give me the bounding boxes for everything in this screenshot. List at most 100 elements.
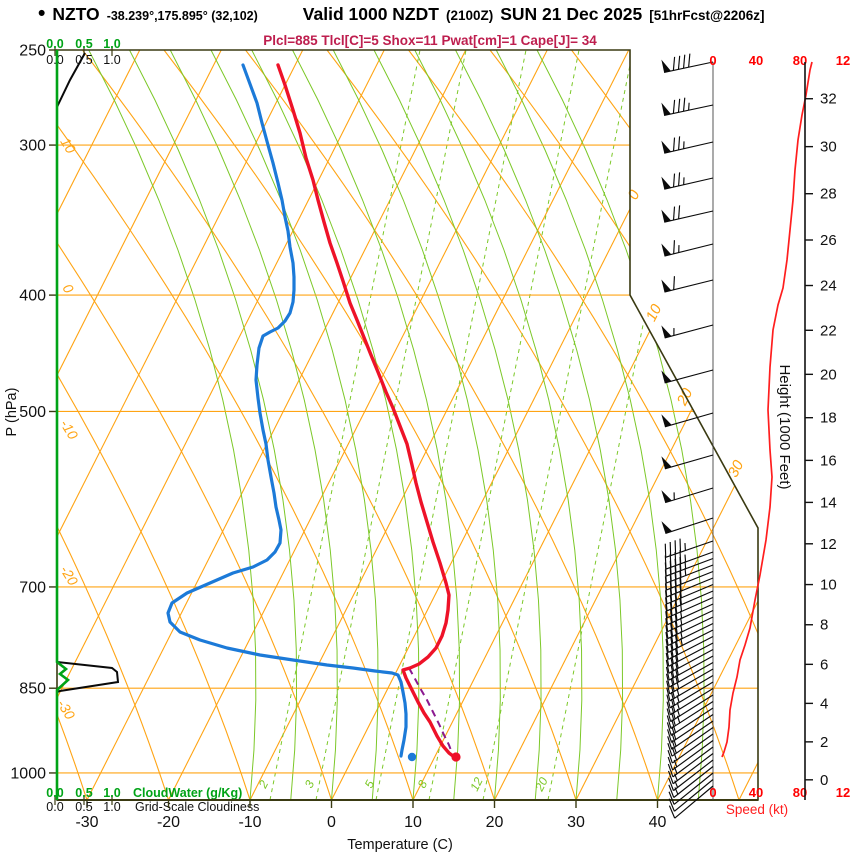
cloudwater-scale-tick-top: 0.5 bbox=[75, 37, 92, 51]
isotherm-line bbox=[168, 50, 548, 800]
moist-adiabat-line bbox=[88, 50, 257, 800]
dry-adiabat-line bbox=[245, 50, 659, 800]
pressure-tick-label: 500 bbox=[19, 404, 46, 421]
isotherm-label: 30 bbox=[725, 457, 748, 480]
pressure-tick-label: 700 bbox=[19, 579, 46, 596]
temperature-tick-label: 30 bbox=[567, 814, 585, 831]
speed-tick-label-top: 40 bbox=[749, 53, 763, 68]
mixing-ratio-label: 12 bbox=[467, 775, 486, 794]
speed-tick-label-bottom: 0 bbox=[709, 785, 716, 800]
moist-adiabat-line bbox=[495, 50, 664, 800]
isotherm-line bbox=[57, 50, 222, 800]
temperature-axis-title: Temperature (C) bbox=[347, 837, 453, 853]
dry-adiabat-line bbox=[82, 50, 496, 800]
height-tick-label: 28 bbox=[820, 186, 837, 203]
cloudwater-scale-tick-bottom: 0.0 bbox=[46, 786, 63, 800]
height-tick-label: 4 bbox=[820, 695, 828, 712]
isotherm-line bbox=[657, 50, 758, 800]
speed-axis-title: Speed (kt) bbox=[726, 802, 788, 817]
temperature-tick-label: 40 bbox=[649, 814, 667, 831]
cloudiness-scale-tick-bottom: 0.5 bbox=[75, 800, 92, 814]
moist-adiabat-line bbox=[414, 50, 583, 800]
moist-adiabat-line bbox=[129, 50, 298, 800]
station-dot-icon: • bbox=[38, 2, 46, 25]
isotherm-line bbox=[57, 50, 385, 800]
dry-adiabat-line bbox=[408, 50, 758, 800]
temperature-tick-label: 0 bbox=[327, 814, 336, 831]
height-tick-label: 30 bbox=[820, 139, 837, 156]
stability-indices-line: Plcl=885 Tlcl[C]=5 Shox=11 Pwat[cm]=1 Ca… bbox=[263, 33, 597, 48]
isotherm-line bbox=[575, 50, 758, 800]
dry-adiabat-line bbox=[326, 50, 740, 800]
speed-tick-label-top: 0 bbox=[709, 53, 716, 68]
dry-adiabat-line bbox=[163, 50, 577, 800]
surface-temperature-dot bbox=[451, 752, 461, 762]
speed-tick-label-top: 12 bbox=[836, 53, 850, 68]
mixing-ratio-line bbox=[547, 50, 699, 800]
cloudwater-scale-tick-bottom: 0.5 bbox=[75, 786, 92, 800]
mixing-ratio-label: 20 bbox=[532, 775, 551, 794]
temperature-tick-label: -20 bbox=[157, 814, 180, 831]
moist-adiabat-line bbox=[292, 50, 461, 800]
isotherm-line bbox=[331, 50, 711, 800]
wind-speed-curve bbox=[721, 61, 813, 758]
height-tick-label: 20 bbox=[820, 366, 837, 383]
temperature-tick-label: 10 bbox=[404, 814, 422, 831]
moist-adiabat-line bbox=[169, 50, 338, 800]
height-tick-label: 16 bbox=[820, 452, 837, 469]
speed-tick-label-bottom: 80 bbox=[793, 785, 807, 800]
axis-ticks: -30 -20 -10 0 10 20 30 402503004005007008501000… bbox=[10, 37, 666, 831]
height-tick-label: 8 bbox=[820, 617, 828, 634]
isotherm-line bbox=[57, 50, 304, 800]
mixing-ratio-label: 8 bbox=[415, 778, 431, 791]
cloudwater-scale-tick-bottom: 1.0 bbox=[103, 786, 120, 800]
cloudwater-scale-title: CloudWater (g/Kg) bbox=[133, 786, 242, 800]
mixing-ratio-label: 5 bbox=[362, 778, 378, 791]
sounding-curves bbox=[166, 63, 461, 762]
moist-adiabat-line bbox=[332, 50, 501, 800]
dry-adiabat-label: -10 bbox=[57, 417, 81, 443]
temperature-tick-label: 20 bbox=[486, 814, 504, 831]
dry-adiabat-line bbox=[57, 50, 414, 800]
height-tick-label: 6 bbox=[820, 656, 828, 673]
mixing-ratio-label: 2 bbox=[255, 778, 271, 791]
isotherm-line bbox=[494, 50, 758, 800]
isotherm-label: 20 bbox=[673, 385, 696, 409]
isotherm-line bbox=[57, 50, 141, 800]
station-coords: -38.239°,175.895° (32,102) bbox=[106, 9, 258, 23]
cloudiness-scale-tick-bottom: 0.0 bbox=[46, 800, 63, 814]
height-tick-label: 22 bbox=[820, 322, 837, 339]
valid-date: SUN 21 Dec 2025 bbox=[500, 4, 643, 24]
cloudwater-scale-tick-top: 0.0 bbox=[46, 37, 63, 51]
station-id: NZTO bbox=[52, 4, 100, 24]
pressure-tick-label: 850 bbox=[19, 681, 46, 698]
pressure-axis-title: P (hPa) bbox=[4, 388, 20, 437]
dry-adiabat-line bbox=[57, 50, 170, 800]
isotherm-line bbox=[86, 50, 467, 800]
dry-adiabat-line bbox=[571, 50, 758, 800]
cloud-profiles bbox=[55, 50, 120, 800]
pressure-tick-label: 250 bbox=[19, 43, 46, 60]
title-bar: • NZTO -38.239°,175.895° (32,102) Valid … bbox=[38, 2, 850, 25]
wind-barbs bbox=[661, 53, 714, 819]
isotherm-label: 10 bbox=[643, 301, 666, 324]
surface-dewpoint-dot bbox=[407, 752, 417, 762]
height-tick-label: 10 bbox=[820, 577, 837, 594]
right-panel: 0040408080121202468101214161820222426283… bbox=[709, 53, 850, 800]
height-axis-title: Height (1000 Feet) bbox=[776, 364, 793, 489]
valid-time-label: Valid 1000 NZDT bbox=[302, 4, 439, 24]
pressure-tick-label: 400 bbox=[19, 288, 46, 305]
pressure-tick-label: 300 bbox=[19, 138, 46, 155]
height-tick-label: 26 bbox=[820, 232, 837, 249]
forecast-ref: [51hrFcst@2206z] bbox=[649, 8, 765, 23]
dry-adiabat-line bbox=[57, 50, 251, 800]
speed-tick-label-bottom: 40 bbox=[749, 785, 763, 800]
cloudwater-scale-tick-top: 1.0 bbox=[103, 37, 120, 51]
moist-adiabat-line bbox=[536, 50, 705, 800]
height-tick-label: 32 bbox=[820, 91, 837, 108]
height-tick-label: 18 bbox=[820, 410, 837, 427]
temperature-tick-label: -30 bbox=[75, 814, 98, 831]
height-tick-label: 14 bbox=[820, 494, 837, 511]
